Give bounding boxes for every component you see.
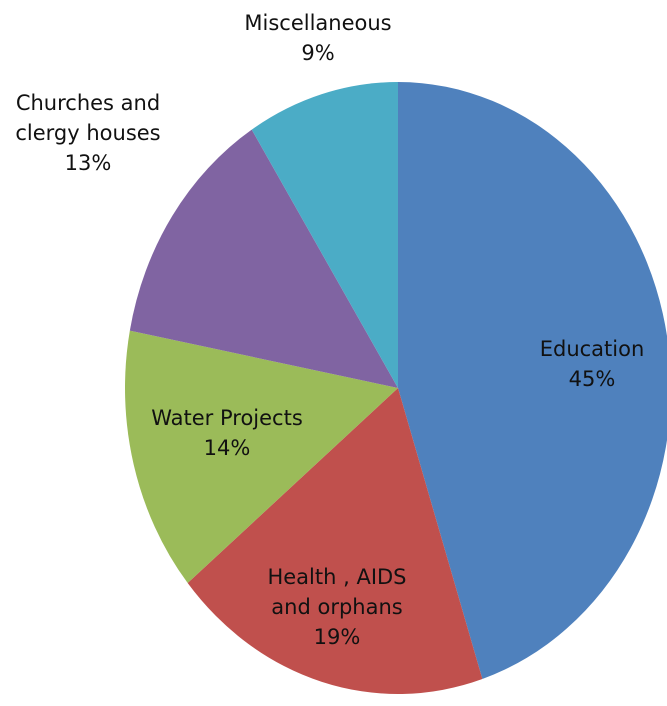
slice-label-3: Water Projects 14% bbox=[151, 406, 303, 460]
slice-label-line: clergy houses bbox=[15, 121, 160, 145]
slice-label-4: Churches and clergy houses 13% bbox=[15, 91, 160, 175]
slice-percent: 13% bbox=[65, 151, 112, 175]
slice-percent: 19% bbox=[314, 625, 361, 649]
pie-slice-4 bbox=[129, 129, 398, 388]
pie-slice-1 bbox=[398, 82, 667, 680]
pie-slice-5 bbox=[251, 82, 398, 388]
slice-label-line: and orphans bbox=[271, 595, 402, 619]
slice-labels: Education 45% Health , AIDS and orphans 19% W… bbox=[15, 11, 644, 649]
slice-percent: 14% bbox=[204, 436, 251, 460]
pie-slices bbox=[125, 82, 667, 694]
slice-percent: 45% bbox=[569, 367, 616, 391]
slice-label-1: Education 45% bbox=[540, 337, 645, 391]
slice-label-line: Health , AIDS bbox=[267, 565, 406, 589]
pie-slice-3 bbox=[125, 330, 399, 584]
slice-label-line: Churches and bbox=[16, 91, 160, 115]
pie-slice-2 bbox=[187, 388, 483, 694]
slice-percent: 9% bbox=[301, 41, 334, 65]
slice-label-line: Education bbox=[540, 337, 645, 361]
slice-label-line: Water Projects bbox=[151, 406, 303, 430]
slice-label-5: Miscellaneous 9% bbox=[244, 11, 391, 65]
slice-label-2: Health , AIDS and orphans 19% bbox=[267, 565, 406, 649]
slice-label-line: Miscellaneous bbox=[244, 11, 391, 35]
